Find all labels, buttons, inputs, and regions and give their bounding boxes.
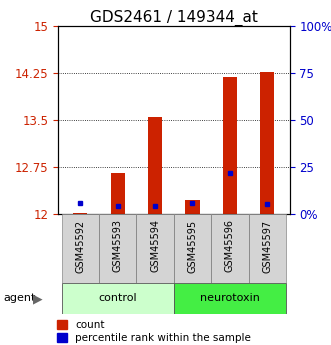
Bar <box>62 214 99 283</box>
Text: GSM45592: GSM45592 <box>75 219 85 273</box>
Bar <box>211 214 249 283</box>
Title: GDS2461 / 149344_at: GDS2461 / 149344_at <box>90 10 258 26</box>
Text: GSM45594: GSM45594 <box>150 219 160 273</box>
Bar <box>148 117 162 214</box>
Bar <box>73 213 87 214</box>
Bar <box>111 173 125 214</box>
Text: agent: agent <box>3 294 36 303</box>
Bar <box>99 214 136 283</box>
Bar <box>223 77 237 214</box>
Text: GSM45597: GSM45597 <box>262 219 272 273</box>
Bar <box>249 214 286 283</box>
Bar <box>185 200 200 214</box>
Bar <box>174 283 286 314</box>
Legend: count, percentile rank within the sample: count, percentile rank within the sample <box>57 320 251 343</box>
Text: GSM45595: GSM45595 <box>187 219 198 273</box>
Text: GSM45593: GSM45593 <box>113 219 123 273</box>
Bar <box>62 283 174 314</box>
Text: ▶: ▶ <box>33 292 43 305</box>
Bar <box>174 214 211 283</box>
Text: neurotoxin: neurotoxin <box>200 294 260 303</box>
Text: control: control <box>98 294 137 303</box>
Bar <box>136 214 174 283</box>
Text: GSM45596: GSM45596 <box>225 219 235 273</box>
Bar <box>260 72 274 214</box>
